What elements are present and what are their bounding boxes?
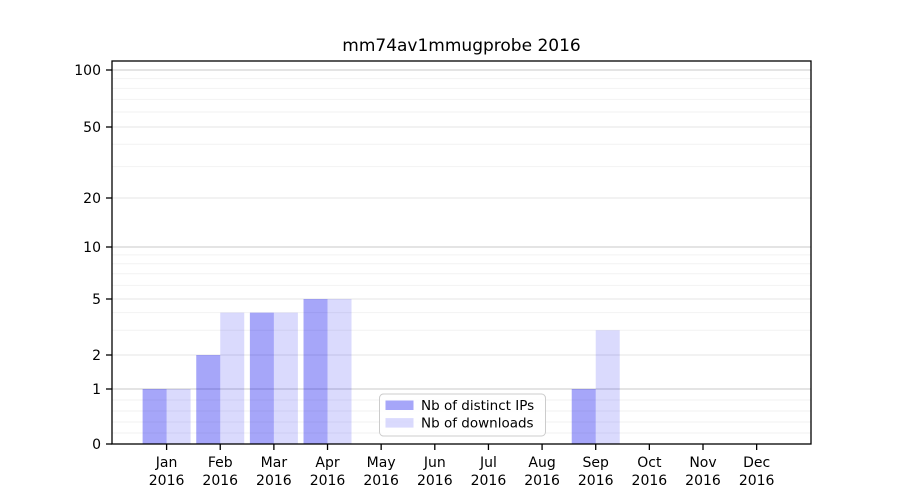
bar-downloads-sep xyxy=(595,330,620,444)
month-label: Aug xyxy=(528,455,555,471)
gridlines xyxy=(112,69,811,434)
month-label: Dec xyxy=(743,455,770,471)
y-tick-label: 5 xyxy=(92,292,101,308)
x-tick-label: Feb 2016 xyxy=(202,455,238,489)
y-axis: 0 1 2 5 10 20 50 100 xyxy=(74,63,112,453)
month-label: Apr xyxy=(315,455,339,471)
year-label: 2016 xyxy=(471,473,507,489)
y-tick-label: 2 xyxy=(92,348,101,364)
bar-distinct-ips-sep xyxy=(571,389,596,444)
x-tick-label: Jan 2016 xyxy=(149,455,185,489)
bar-downloads-jan xyxy=(166,389,191,444)
y-tick-label: 10 xyxy=(83,240,101,256)
bar-distinct-ips-feb xyxy=(196,355,221,444)
y-tick-label: 20 xyxy=(83,191,101,207)
year-label: 2016 xyxy=(739,473,775,489)
y-tick-label: 100 xyxy=(74,63,101,79)
legend-box xyxy=(379,393,546,437)
legend-swatch-distinct-ips xyxy=(385,400,414,410)
bar-downloads-apr xyxy=(327,299,352,444)
chart-title: mm74av1mmugprobe 2016 xyxy=(342,36,580,56)
month-label: Oct xyxy=(637,455,662,471)
y-tick-label: 0 xyxy=(92,437,101,453)
month-label: Feb xyxy=(208,455,233,471)
bar-distinct-ips-mar xyxy=(249,312,274,444)
x-tick-label: Apr 2016 xyxy=(310,455,346,489)
year-label: 2016 xyxy=(524,473,560,489)
legend-label: Nb of downloads xyxy=(421,416,534,432)
plot-border xyxy=(111,60,812,445)
x-tick-label: Sep 2016 xyxy=(578,455,614,489)
x-tick-label: May 2016 xyxy=(363,455,399,489)
month-label: Nov xyxy=(689,455,716,471)
x-tick-label: Oct 2016 xyxy=(632,455,668,489)
month-label: May xyxy=(367,455,396,471)
year-label: 2016 xyxy=(685,473,721,489)
month-label: Mar xyxy=(261,455,288,471)
year-label: 2016 xyxy=(202,473,238,489)
x-axis: Jan 2016 Feb 2016 Mar 2016 Apr 2016 May 2016 Jun 20… xyxy=(149,444,775,489)
year-label: 2016 xyxy=(363,473,399,489)
x-tick-label: Mar 2016 xyxy=(256,455,292,489)
legend-label: Nb of distinct IPs xyxy=(421,398,534,414)
bar-distinct-ips-apr xyxy=(303,299,328,444)
x-tick-label: Jun 2016 xyxy=(417,455,453,489)
x-tick-label: Jul 2016 xyxy=(471,455,507,489)
x-tick-label: Dec 2016 xyxy=(739,455,775,489)
year-label: 2016 xyxy=(256,473,292,489)
legend-swatch-downloads xyxy=(385,418,414,428)
month-label: Jul xyxy=(479,455,497,471)
year-label: 2016 xyxy=(310,473,346,489)
month-label: Jan xyxy=(155,455,178,471)
legend: Nb of distinct IPs Nb of downloads xyxy=(379,393,546,437)
year-label: 2016 xyxy=(149,473,185,489)
y-tick-label: 50 xyxy=(83,120,101,136)
year-label: 2016 xyxy=(632,473,668,489)
bar-downloads-feb xyxy=(220,312,245,444)
bar-downloads-mar xyxy=(273,312,298,444)
x-tick-label: Aug 2016 xyxy=(524,455,560,489)
month-label: Sep xyxy=(583,455,610,471)
y-tick-label: 1 xyxy=(92,382,101,398)
year-label: 2016 xyxy=(578,473,614,489)
bar-distinct-ips-jan xyxy=(142,389,167,444)
month-label: Jun xyxy=(423,455,446,471)
x-tick-label: Nov 2016 xyxy=(685,455,721,489)
bars xyxy=(142,299,620,444)
year-label: 2016 xyxy=(417,473,453,489)
